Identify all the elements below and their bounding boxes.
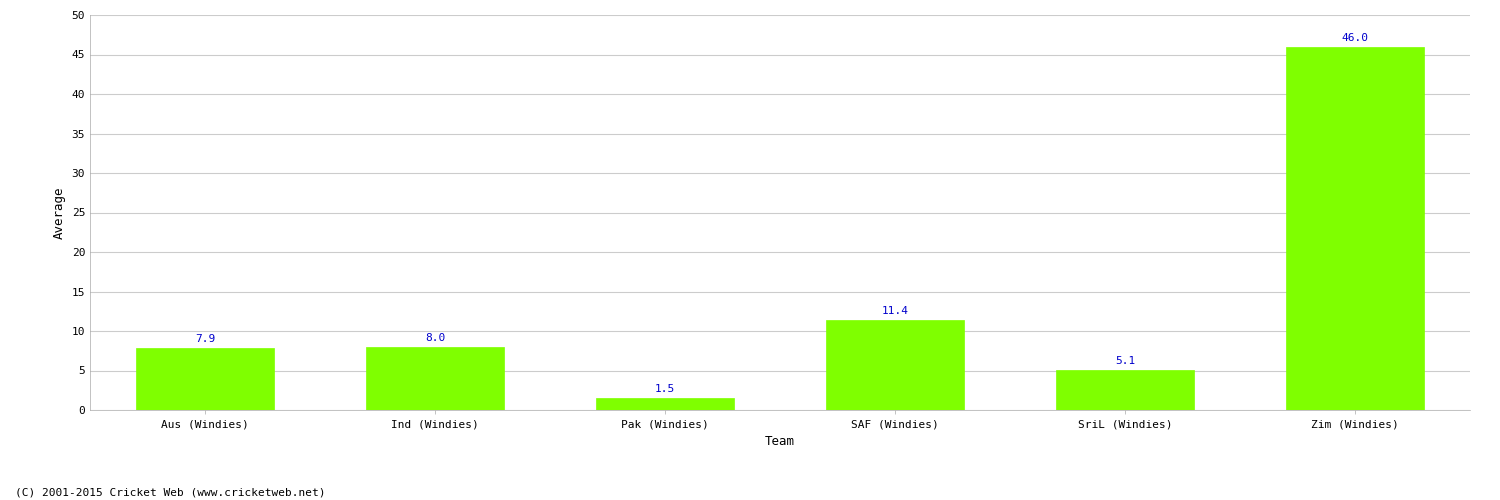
Text: 7.9: 7.9 (195, 334, 214, 344)
Bar (136, 348, 274, 410)
Y-axis label: Average: Average (53, 186, 66, 239)
Bar (1056, 370, 1194, 410)
Text: 8.0: 8.0 (424, 333, 445, 343)
Bar (366, 347, 504, 410)
Text: 11.4: 11.4 (882, 306, 909, 316)
Text: 1.5: 1.5 (656, 384, 675, 394)
Bar (596, 398, 734, 410)
Bar (1286, 46, 1424, 410)
X-axis label: Team: Team (765, 434, 795, 448)
Text: (C) 2001-2015 Cricket Web (www.cricketweb.net): (C) 2001-2015 Cricket Web (www.cricketwe… (15, 488, 326, 498)
Bar (827, 320, 964, 410)
Text: 5.1: 5.1 (1114, 356, 1136, 366)
Text: 46.0: 46.0 (1341, 32, 1368, 42)
